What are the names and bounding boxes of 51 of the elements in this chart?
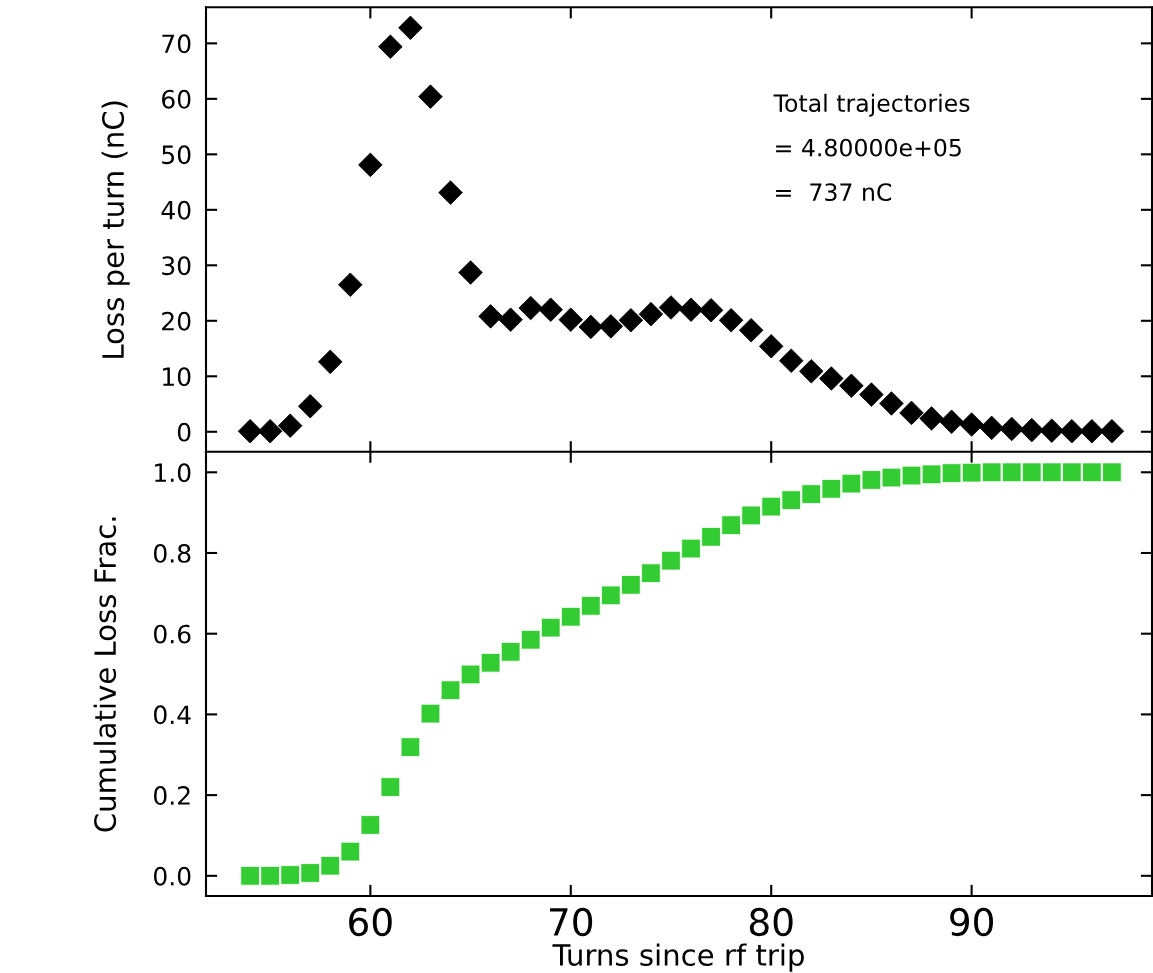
point — [320, 855, 341, 876]
x-tick-label: 80 — [749, 907, 793, 937]
point — [921, 464, 942, 485]
point — [899, 400, 924, 426]
y-tick-label: 0.2 — [154, 786, 190, 805]
y-tick-label: 30 — [162, 256, 191, 276]
y-tick-label: 0.4 — [154, 705, 191, 725]
point — [718, 308, 744, 333]
y-tick-label: 0.6 — [154, 624, 191, 644]
point — [500, 642, 521, 662]
y-tick-label: 50 — [162, 145, 191, 165]
y-tick-label: 1.0 — [155, 463, 191, 483]
x-tick-label: 60 — [349, 907, 392, 937]
y-tick-label: 40 — [161, 200, 191, 220]
x-tick-label: 90 — [950, 907, 993, 937]
x-axis-title: Turns since rf trip — [552, 943, 804, 972]
point — [378, 34, 403, 59]
point — [560, 606, 581, 627]
point — [799, 359, 824, 384]
point — [658, 295, 684, 320]
point — [698, 298, 724, 323]
point — [741, 505, 761, 526]
point — [761, 496, 781, 517]
point — [478, 304, 503, 329]
y-tick-label: 60 — [162, 89, 191, 109]
point — [498, 307, 523, 332]
y-axis-title: Loss per turn (nC) — [101, 101, 130, 358]
point — [440, 680, 461, 700]
point — [598, 314, 624, 339]
y-tick-label: 20 — [162, 311, 191, 331]
point — [398, 15, 423, 41]
y-tick-label: 0 — [177, 422, 191, 442]
point — [961, 462, 982, 483]
y-tick-label: 0.8 — [154, 543, 191, 563]
annotation: Total trajectories — [773, 93, 970, 117]
annotation: = 4.80000e+05 — [776, 138, 961, 157]
point — [1041, 462, 1062, 483]
x-tick-label: 70 — [549, 907, 593, 937]
point — [618, 308, 644, 333]
point — [420, 703, 441, 724]
point — [1062, 462, 1082, 483]
point — [581, 596, 601, 616]
point — [518, 295, 543, 321]
point — [758, 334, 784, 359]
y-axis-title: Cumulative Loss Frac. — [93, 517, 117, 832]
y-tick-label: 0.0 — [154, 866, 191, 886]
point — [881, 467, 902, 488]
point — [277, 413, 303, 438]
y-tick-label: 70 — [162, 34, 191, 54]
y-tick-label: 10 — [163, 367, 191, 387]
annotation: = 737 nC — [776, 183, 892, 202]
